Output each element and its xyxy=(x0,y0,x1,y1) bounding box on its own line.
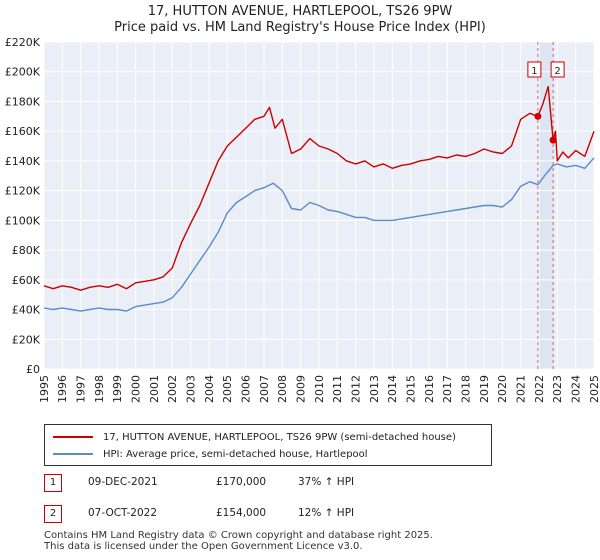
x-tick-label: 1997 xyxy=(75,375,88,403)
legend-entry-hpi: HPI: Average price, semi-detached house,… xyxy=(53,446,368,462)
y-tick-label: £20K xyxy=(12,333,41,346)
transaction-date: 09-DEC-2021 xyxy=(88,476,158,488)
transaction-hpi: 12% ↑ HPI xyxy=(298,507,355,519)
footer-line-2: This data is licensed under the Open Gov… xyxy=(44,541,363,552)
transaction-span xyxy=(537,42,554,369)
y-tick-label: £80K xyxy=(12,244,41,257)
annotation-badge xyxy=(550,61,565,78)
x-tick-label: 1998 xyxy=(93,375,106,403)
legend-label-property: 17, HUTTON AVENUE, HARTLEPOOL, TS26 9PW … xyxy=(103,431,456,443)
y-tick-label: £160K xyxy=(5,125,41,138)
x-tick-label: 2017 xyxy=(441,375,454,403)
transaction-price: £154,000 xyxy=(216,507,267,519)
x-tick-label: 2007 xyxy=(258,375,271,403)
y-tick-label: £100K xyxy=(5,214,41,227)
annotation-label: 1 xyxy=(531,66,537,77)
legend-swatch-property xyxy=(53,436,93,438)
x-tick-label: 2013 xyxy=(368,375,381,403)
y-tick-label: £60K xyxy=(12,274,41,287)
x-tick-label: 2005 xyxy=(221,375,234,403)
x-tick-label: 2015 xyxy=(405,375,418,403)
x-tick-label: 1996 xyxy=(56,375,69,403)
hpi-line xyxy=(43,157,595,312)
y-tick-label: £0 xyxy=(26,363,40,376)
y-tick-label: £140K xyxy=(5,155,41,168)
x-tick-label: 2003 xyxy=(185,375,198,403)
sale-point xyxy=(534,112,542,120)
transaction-price: £170,000 xyxy=(216,476,267,488)
y-tick-label: £40K xyxy=(12,304,41,317)
footer-line-1: Contains HM Land Registry data © Crown c… xyxy=(44,530,433,541)
x-tick-label: 2009 xyxy=(295,375,308,403)
x-tick-label: 2019 xyxy=(478,375,491,403)
x-tick-label: 1999 xyxy=(111,375,124,403)
transaction-hpi: 37% ↑ HPI xyxy=(298,476,355,488)
x-tick-label: 2006 xyxy=(240,375,253,403)
transaction-badge: 2 xyxy=(44,505,62,523)
x-tick-label: 2022 xyxy=(533,375,546,403)
x-tick-label: 2014 xyxy=(386,375,399,403)
x-tick-label: 2001 xyxy=(148,375,161,403)
legend-swatch-hpi xyxy=(53,453,93,455)
price-chart: £0 £20K £40K £60K £80K £100K £120K £140K £160K £1… xyxy=(5,36,600,403)
chart-subtitle: Price paid vs. HM Land Registry's House … xyxy=(114,20,486,35)
annotation-badge xyxy=(527,61,542,78)
y-tick-label: £180K xyxy=(5,95,41,108)
x-tick-label: 2016 xyxy=(423,375,436,403)
x-tick-label: 2020 xyxy=(496,375,509,403)
x-tick-label: 2018 xyxy=(460,375,473,403)
x-tick-label: 2021 xyxy=(515,375,528,403)
x-tick-label: 2024 xyxy=(570,375,583,403)
y-tick-label: £120K xyxy=(5,185,41,198)
x-tick-label: 2000 xyxy=(130,375,143,403)
transaction-badge: 1 xyxy=(44,474,62,492)
annotation-label: 2 xyxy=(554,66,560,77)
footer: Contains HM Land Registry data © Crown c… xyxy=(44,530,433,552)
x-tick-label: 2002 xyxy=(166,375,179,403)
property-price-line xyxy=(43,85,595,291)
x-tick-label: 1995 xyxy=(38,375,51,403)
x-tick-label: 2011 xyxy=(331,375,344,403)
chart-title: 17, HUTTON AVENUE, HARTLEPOOL, TS26 9PW xyxy=(147,4,453,19)
x-tick-label: 2004 xyxy=(203,375,216,403)
sale-point xyxy=(549,136,557,144)
x-tick-label: 2008 xyxy=(276,375,289,403)
x-tick-label: 2012 xyxy=(350,375,363,403)
y-tick-label: £220K xyxy=(5,36,41,49)
legend-entry-property: 17, HUTTON AVENUE, HARTLEPOOL, TS26 9PW … xyxy=(53,429,456,445)
legend-label-hpi: HPI: Average price, semi-detached house,… xyxy=(103,448,368,460)
y-tick-label: £200K xyxy=(5,66,41,79)
x-tick-label: 2025 xyxy=(588,375,600,403)
transaction-date: 07-OCT-2022 xyxy=(88,507,157,519)
x-tick-label: 2023 xyxy=(551,375,564,403)
legend: 17, HUTTON AVENUE, HARTLEPOOL, TS26 9PW … xyxy=(44,424,492,466)
x-tick-label: 2010 xyxy=(313,375,326,403)
